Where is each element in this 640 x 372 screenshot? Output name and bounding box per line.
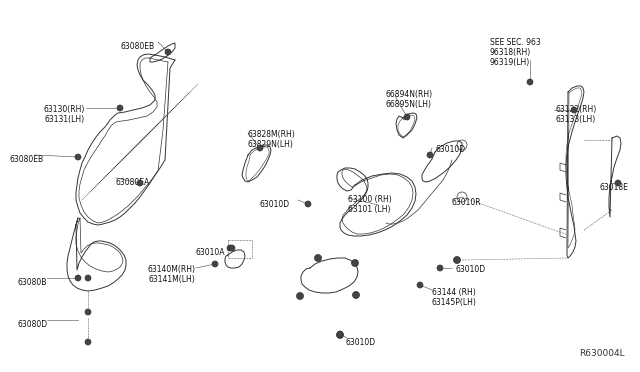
Circle shape	[75, 154, 81, 160]
Text: 63145P(LH): 63145P(LH)	[432, 298, 477, 307]
Circle shape	[75, 275, 81, 281]
Text: 63829N(LH): 63829N(LH)	[248, 140, 294, 149]
Text: SEE SEC. 963: SEE SEC. 963	[490, 38, 541, 47]
Circle shape	[314, 254, 321, 262]
Circle shape	[296, 292, 303, 299]
Text: 63018E: 63018E	[599, 183, 628, 192]
Circle shape	[85, 275, 91, 281]
Circle shape	[615, 180, 621, 186]
Text: 63010A: 63010A	[195, 248, 225, 257]
Text: 63010D: 63010D	[345, 338, 375, 347]
Circle shape	[527, 79, 533, 85]
Text: 63010D: 63010D	[435, 145, 465, 154]
Circle shape	[351, 260, 358, 266]
Text: R630004L: R630004L	[579, 349, 625, 358]
Text: 63828M(RH): 63828M(RH)	[248, 130, 296, 139]
Text: 63080D: 63080D	[18, 320, 48, 329]
Text: 63140M(RH): 63140M(RH)	[147, 265, 195, 274]
Circle shape	[417, 282, 423, 288]
Text: 63010D: 63010D	[260, 200, 290, 209]
Circle shape	[227, 245, 233, 251]
Text: 63100 (RH): 63100 (RH)	[348, 195, 392, 204]
Text: 63080EB: 63080EB	[121, 42, 155, 51]
Circle shape	[257, 145, 263, 151]
Text: 63101 (LH): 63101 (LH)	[348, 205, 390, 214]
Circle shape	[137, 180, 143, 186]
Circle shape	[353, 292, 360, 298]
Text: 63080EA: 63080EA	[115, 178, 149, 187]
Circle shape	[229, 245, 235, 251]
Circle shape	[117, 105, 123, 111]
Text: 96318(RH): 96318(RH)	[490, 48, 531, 57]
Text: 63133(LH): 63133(LH)	[555, 115, 595, 124]
Text: 63132(RH): 63132(RH)	[555, 105, 596, 114]
Circle shape	[454, 257, 461, 263]
Circle shape	[337, 331, 343, 337]
Text: 63141M(LH): 63141M(LH)	[148, 275, 195, 284]
Text: 63080B: 63080B	[18, 278, 47, 287]
Circle shape	[427, 152, 433, 158]
Text: 63080EB: 63080EB	[10, 155, 44, 164]
Circle shape	[85, 339, 91, 345]
Circle shape	[404, 114, 410, 120]
Circle shape	[337, 331, 344, 339]
Circle shape	[571, 107, 577, 113]
Circle shape	[212, 261, 218, 267]
Text: 63131(LH): 63131(LH)	[45, 115, 85, 124]
Circle shape	[305, 201, 311, 207]
Text: 63144 (RH): 63144 (RH)	[432, 288, 476, 297]
Text: 96319(LH): 96319(LH)	[490, 58, 531, 67]
Text: 63010D: 63010D	[455, 265, 485, 274]
Circle shape	[437, 265, 443, 271]
Text: 63010R: 63010R	[452, 198, 482, 207]
Circle shape	[165, 49, 171, 55]
Circle shape	[85, 309, 91, 315]
Text: 63130(RH): 63130(RH)	[44, 105, 85, 114]
Text: 66895N(LH): 66895N(LH)	[385, 100, 431, 109]
Text: 66894N(RH): 66894N(RH)	[385, 90, 432, 99]
